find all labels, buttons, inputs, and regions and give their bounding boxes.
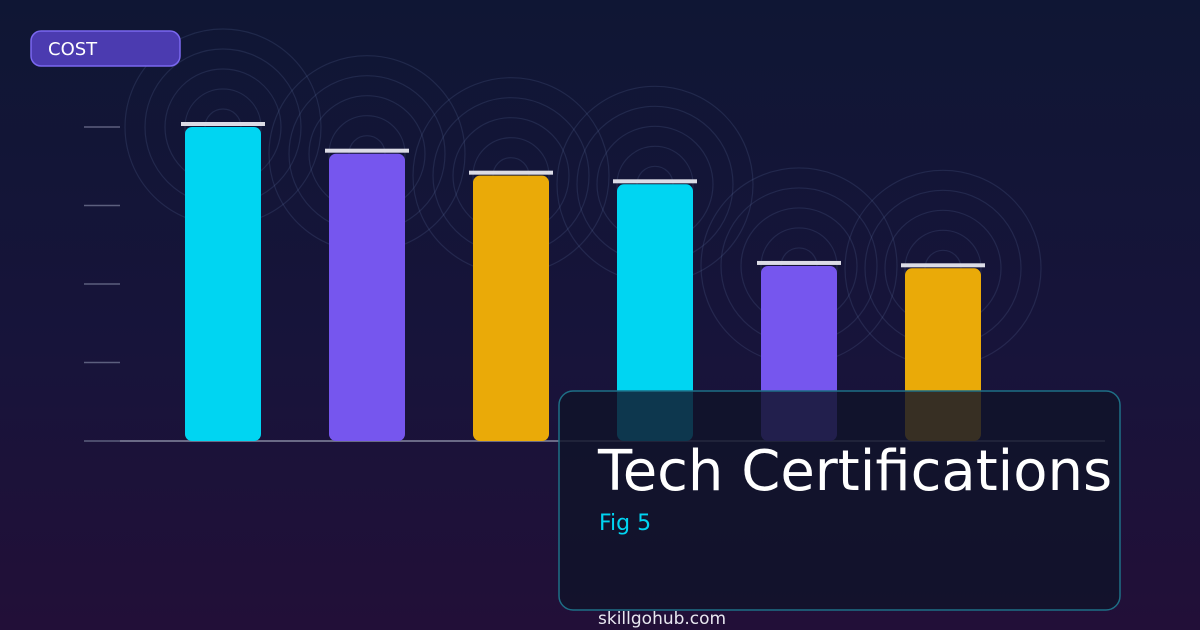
decoration: [124, 28, 1042, 367]
chart-title: Tech Certifications: [597, 439, 1112, 504]
source: skillgohub.com: [598, 609, 726, 629]
bar-cap: [469, 170, 553, 175]
bar-cap: [325, 148, 409, 153]
card-panel: [558, 390, 1121, 611]
plot-area: [84, 122, 1105, 442]
y-axis-label: COST: [48, 39, 98, 60]
bar: [473, 175, 549, 442]
y-label-badge: [30, 30, 181, 67]
bar: [617, 184, 693, 441]
bar-cap: [181, 122, 265, 126]
bar-cap: [757, 260, 841, 265]
title-card: Tech Certifications Fig 5: [558, 390, 1121, 611]
bar-cap: [901, 263, 985, 268]
bar: [329, 153, 405, 441]
chart-subtitle: Fig 5: [599, 511, 651, 536]
bar: [185, 127, 261, 441]
bar-cap: [613, 179, 697, 184]
